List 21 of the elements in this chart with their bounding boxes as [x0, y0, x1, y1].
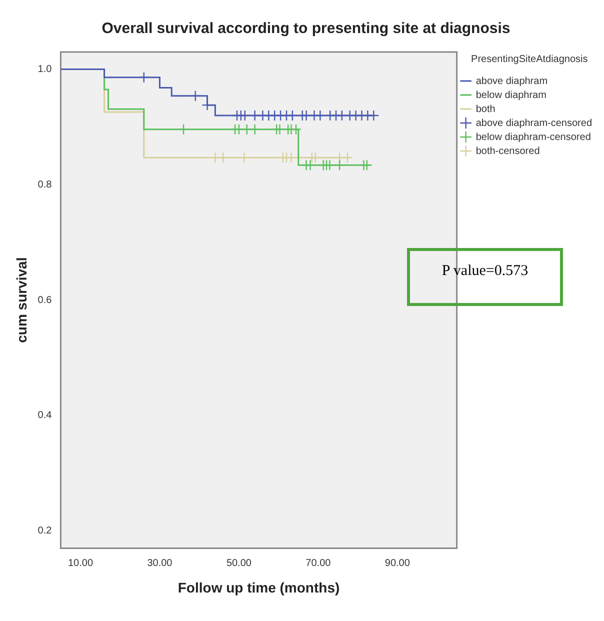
x-tick-label: 50.00: [226, 558, 252, 569]
y-axis-title: cum survival: [13, 257, 30, 343]
y-tick-label: 1.0: [38, 64, 52, 76]
legend-label: above diaphram: [476, 76, 548, 87]
legend-label: above diaphram-censored: [476, 118, 592, 129]
legend-label: below diaphram-censored: [476, 132, 591, 143]
y-tick-label: 0.2: [38, 526, 52, 537]
legend-title: PresentingSiteAtdiagnosis: [471, 54, 588, 65]
x-axis-title: Follow up time (months): [178, 579, 340, 596]
y-tick-label: 0.4: [38, 410, 52, 422]
x-tick-label: 90.00: [384, 558, 410, 569]
framed-label: P value=0.573: [407, 248, 563, 306]
x-tick-label: 30.00: [147, 558, 173, 569]
x-tick-label: 70.00: [306, 558, 332, 569]
legend-label: both-censored: [476, 146, 540, 157]
y-tick-label: 0.6: [38, 294, 52, 306]
x-tick-label: 10.00: [68, 558, 94, 569]
chart-title: Overall survival according to presenting site at diagnosis: [102, 20, 510, 38]
legend-label: both: [476, 104, 496, 115]
legend-label: below diaphram: [476, 90, 546, 101]
y-tick-label: 0.8: [38, 179, 52, 190]
